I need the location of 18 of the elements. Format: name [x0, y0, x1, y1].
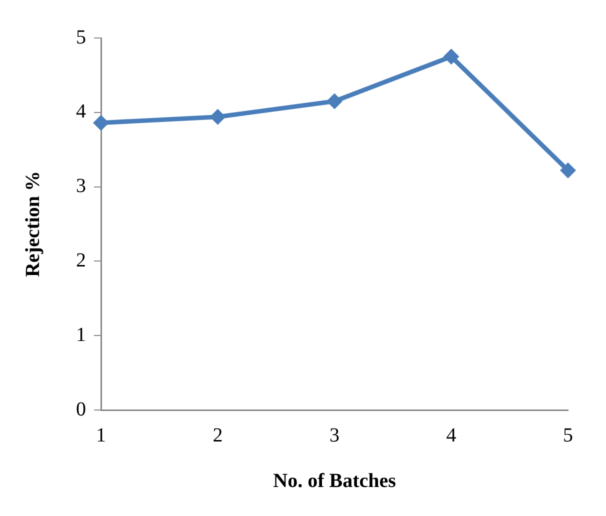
- y-tick-label: 5: [76, 26, 86, 48]
- x-tick-label: 2: [212, 424, 223, 446]
- y-axis-title: Rejection %: [22, 170, 44, 278]
- y-tick-label: 0: [76, 398, 86, 420]
- point: [210, 108, 226, 125]
- point: [560, 162, 576, 178]
- x-tick-label: 1: [96, 424, 106, 446]
- y-tick-label: 1: [76, 324, 86, 346]
- x-tick-label: 3: [330, 424, 340, 446]
- point: [443, 48, 460, 65]
- x-axis-title: No. of Batches: [273, 470, 396, 492]
- point: [93, 114, 109, 131]
- y-tick-label: 3: [76, 175, 86, 198]
- y-tick-label: 4: [76, 100, 86, 123]
- point: [326, 93, 342, 110]
- x-tick-label: 5: [563, 424, 573, 446]
- x-tick-label: 4: [446, 424, 456, 446]
- y-tick-label: 2: [76, 249, 86, 272]
